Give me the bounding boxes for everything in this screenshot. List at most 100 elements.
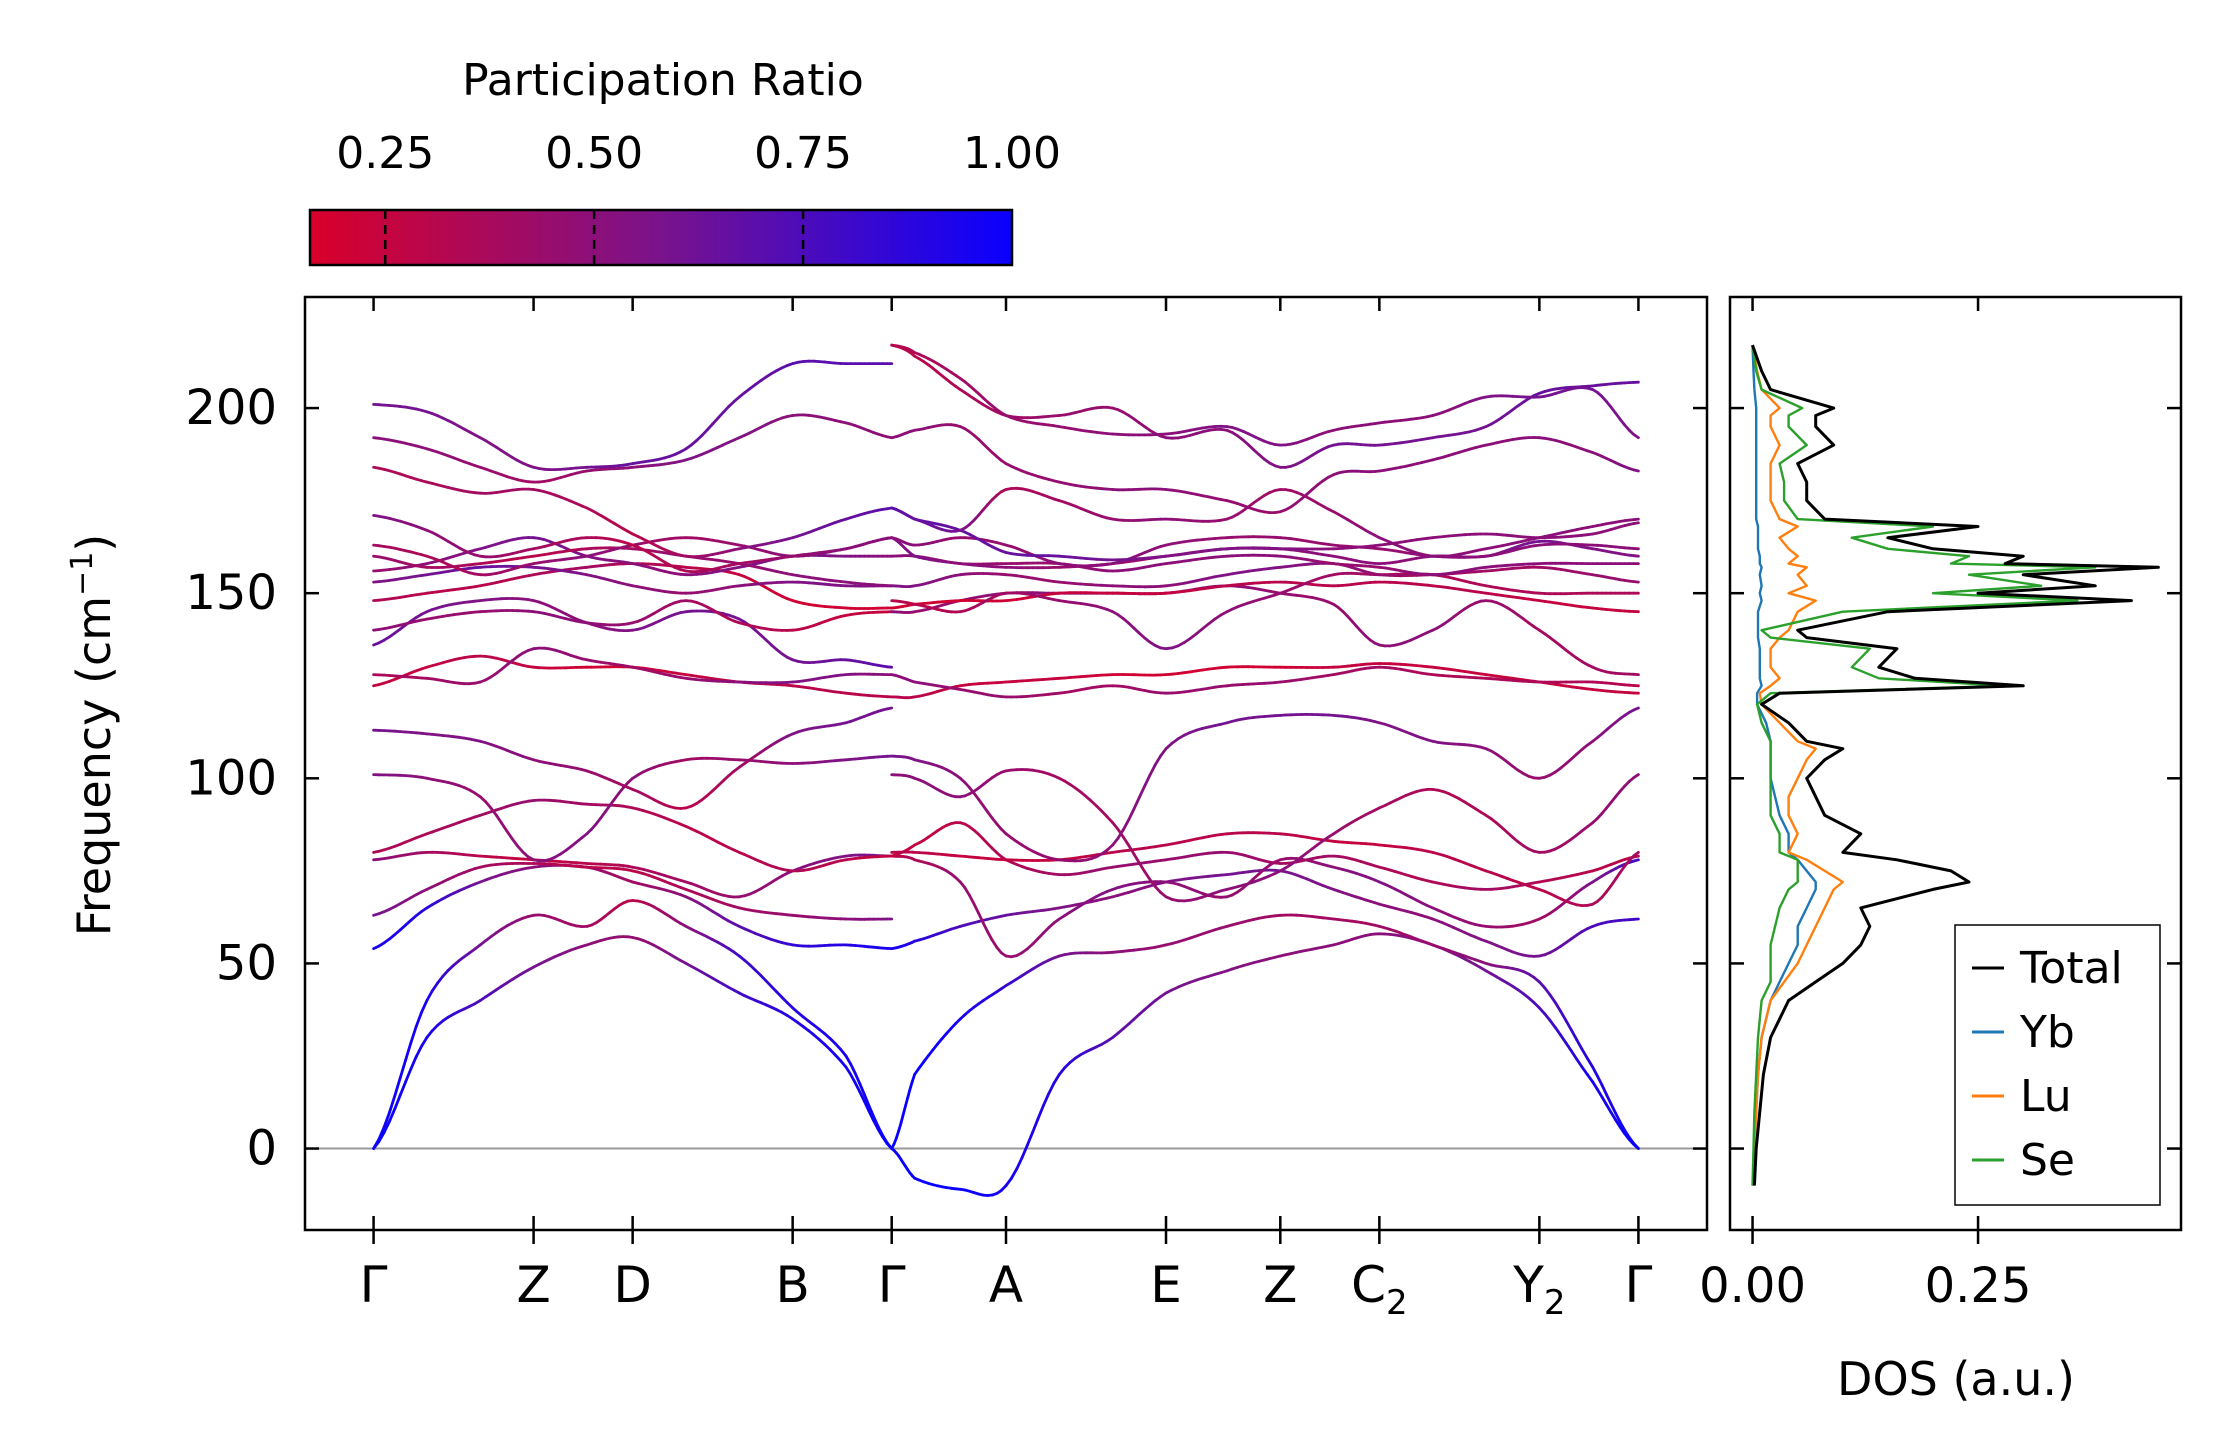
colorbar-ticks: 0.25 0.50 0.75 1.00 [336, 128, 1061, 265]
band-segment [853, 1071, 862, 1085]
band-segment [1025, 1130, 1035, 1147]
band-segment [414, 1010, 424, 1028]
band-segment [1632, 851, 1640, 858]
band-segment [1632, 1142, 1640, 1150]
phonon-band-segment-2 [890, 665, 1640, 699]
band-segment [1591, 1065, 1599, 1078]
phonon-band-segment-1 [372, 646, 894, 686]
band-segment [1564, 1019, 1573, 1032]
band-segment [1111, 821, 1120, 831]
band-segment [1632, 858, 1640, 863]
band-segment [853, 1081, 862, 1093]
phonon-band-segment-1 [372, 564, 894, 595]
band-segment [1564, 1041, 1573, 1053]
band-segment [990, 938, 999, 949]
band-segment [972, 902, 980, 915]
band-segment [1595, 1087, 1604, 1099]
band-segment [1159, 747, 1168, 758]
band-segment [1570, 1049, 1579, 1061]
band-segment [1031, 1117, 1040, 1134]
band-segment [409, 1025, 418, 1045]
band-segment [1609, 1102, 1617, 1115]
phonon-band-segment-2 [890, 868, 1640, 958]
band-segment [1575, 1038, 1584, 1051]
band-segment [1143, 773, 1152, 788]
band-segment [1004, 1177, 1013, 1187]
band-segment [1632, 521, 1640, 525]
band-segment [1586, 1057, 1595, 1069]
band-segment [1015, 1156, 1024, 1171]
band-segment [1153, 754, 1163, 767]
band-segment [1143, 870, 1152, 881]
band-segment [1570, 1028, 1579, 1042]
band-segment [1548, 1019, 1557, 1029]
band-segment [393, 1093, 402, 1110]
phonon-band-segment-2 [890, 821, 1640, 891]
phonon-band-segment-1 [372, 465, 894, 558]
band-segment [1623, 1128, 1631, 1139]
band-segment [1600, 1095, 1608, 1106]
band-segment [1600, 1083, 1608, 1096]
band-segment [1632, 554, 1640, 558]
band-segment [1559, 1033, 1568, 1045]
band-segment [1605, 1103, 1613, 1114]
band-segment [862, 1092, 871, 1107]
band-segment [382, 1119, 392, 1134]
band-segment [1148, 763, 1157, 777]
band-segment [963, 886, 971, 897]
band-segment [906, 1087, 912, 1100]
phonon-band-segment-1 [372, 514, 894, 573]
phonon-band-segment-1 [372, 599, 894, 632]
band-segment [1137, 861, 1147, 873]
band-segment [1116, 828, 1125, 840]
phonon-band-segment-2 [890, 831, 1640, 907]
band-segment [505, 829, 514, 841]
band-segment [1632, 706, 1640, 712]
band-segment [1052, 1073, 1061, 1085]
band-structure-frame [303, 295, 1709, 1232]
band-segment [404, 1067, 413, 1084]
band-segment [377, 1125, 386, 1141]
band-segment [430, 981, 440, 993]
band-segment [849, 1062, 857, 1075]
band-segment [881, 1133, 889, 1145]
band-segment [1127, 843, 1136, 856]
band-segment [425, 1029, 434, 1039]
band-segment [1548, 993, 1557, 1005]
band-segment [1609, 1110, 1617, 1122]
phonon-bands [372, 343, 1640, 1197]
band-segment [1618, 1120, 1627, 1132]
band-segment [986, 930, 994, 942]
band-segment [1009, 1167, 1019, 1180]
band-segment [981, 921, 990, 934]
phonon-band-segment-2 [890, 913, 1640, 1150]
phonon-band-segment-2 [890, 768, 1640, 903]
band-segment [1148, 878, 1157, 889]
band-segment [1591, 1080, 1599, 1091]
band-segment [1632, 773, 1640, 779]
band-segment [839, 1048, 848, 1058]
band-segment [414, 1044, 424, 1059]
band-segment [1121, 835, 1131, 847]
band-segment [1121, 818, 1131, 832]
band-segment [885, 706, 894, 711]
band-segment [1554, 1001, 1563, 1013]
band-segment [510, 837, 519, 848]
phonon-band-segment-1 [372, 798, 894, 873]
band-segment [1047, 1081, 1056, 1096]
band-segment [858, 1090, 866, 1103]
phonon-band-segment-1 [372, 899, 894, 1150]
colorbar: Participation Ratio 0.25 0.50 0.75 1.00 [308, 55, 1061, 267]
band-segment [904, 1096, 910, 1108]
phonon-band-segment-1 [372, 862, 894, 921]
band-segment [398, 1058, 408, 1080]
colorbar-tick-label: 0.25 [336, 128, 434, 179]
phonon-band-segment-1 [372, 597, 894, 669]
band-segment [1041, 1092, 1051, 1108]
band-segment [1614, 1118, 1622, 1129]
band-segment [1127, 807, 1136, 822]
band-segment [1132, 852, 1141, 865]
phonon-band-segment-2 [890, 561, 1640, 589]
band-segment [844, 1065, 852, 1076]
